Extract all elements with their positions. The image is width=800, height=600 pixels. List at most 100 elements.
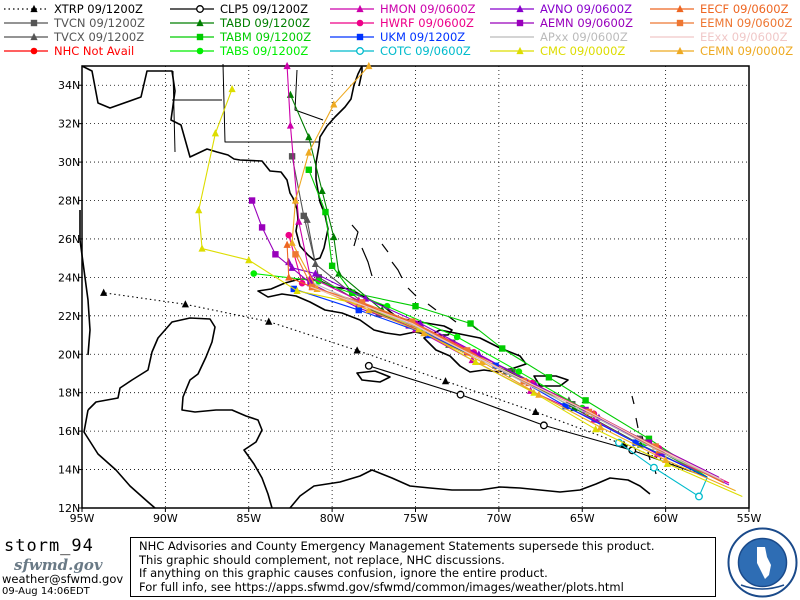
legend-label: TVCN 09/1200Z bbox=[54, 16, 145, 30]
track-tabd bbox=[286, 90, 708, 478]
track-point-tvcn bbox=[315, 274, 322, 281]
legend-marker bbox=[676, 4, 684, 13]
track-point-avno bbox=[311, 269, 320, 277]
track-point-tabd bbox=[305, 133, 313, 141]
track-point-clp5 bbox=[456, 390, 465, 399]
track-line-xtrp bbox=[103, 292, 708, 478]
legend-entry: NHC Not Avail bbox=[0, 44, 158, 58]
track-point-tabm bbox=[328, 262, 336, 270]
lat-tick-label: 26N bbox=[58, 233, 80, 246]
lat-tick-label: 30N bbox=[58, 156, 80, 169]
legend-symbol bbox=[170, 18, 214, 27]
track-point-eecf bbox=[283, 240, 291, 248]
hispaniola bbox=[423, 329, 527, 373]
track-point-tvcn bbox=[288, 153, 296, 160]
track-point-xtrp bbox=[441, 377, 450, 385]
track-hmon bbox=[283, 61, 730, 484]
legend-label: APxx 09/0600Z bbox=[540, 30, 628, 44]
legend-symbol bbox=[330, 4, 374, 13]
track-eemn bbox=[292, 251, 723, 482]
legend-marker bbox=[516, 19, 524, 27]
legend-entry: AVNO 09/0600Z bbox=[486, 2, 644, 16]
track-tabm bbox=[305, 166, 708, 478]
legend-entry: TABM 09/1200Z bbox=[166, 30, 324, 44]
track-point-cmc bbox=[195, 206, 203, 214]
legend-entry: TVCX 09/1200Z bbox=[0, 30, 158, 44]
track-hwrf bbox=[285, 231, 730, 484]
lesser-antilles bbox=[631, 395, 657, 475]
us-gulf-and-florida-coast bbox=[81, 65, 363, 261]
legend-entry: CLP5 09/1200Z bbox=[166, 2, 324, 16]
legend-marker bbox=[356, 33, 364, 41]
track-point-tabm bbox=[348, 289, 356, 296]
track-point-hmon bbox=[295, 217, 303, 225]
track-point-clp5 bbox=[364, 361, 373, 370]
axis-tick-labels: 12N 14N 16N 18N 20N 22N 24N 26N 28N 30N 32N 34N 95W 9… bbox=[58, 79, 762, 525]
track-point-cmc bbox=[198, 244, 206, 252]
track-tvcn bbox=[288, 153, 708, 478]
sfwmd-seal-logo bbox=[727, 527, 798, 598]
disclaimer-line: NHC Advisories and County Emergency Mana… bbox=[139, 539, 655, 553]
legend-label: AEMN 09/0600Z bbox=[540, 16, 633, 30]
track-point-tabd bbox=[335, 269, 343, 277]
legend-entry: EExx 09/0600Z bbox=[646, 30, 800, 44]
sfwmd-logo: sfwmd.gov bbox=[14, 556, 103, 574]
track-point-cmc bbox=[228, 84, 236, 93]
legend-symbol bbox=[490, 36, 534, 38]
legend-marker bbox=[30, 19, 38, 27]
track-point-tvcx bbox=[303, 215, 311, 223]
track-point-tabm bbox=[645, 435, 653, 443]
track-point-cmc bbox=[245, 255, 253, 264]
track-aemn bbox=[248, 197, 720, 478]
legend-entry: AEMN 09/0600Z bbox=[486, 16, 644, 30]
legend-marker bbox=[30, 47, 38, 55]
lon-tick-label: 95W bbox=[70, 512, 95, 525]
lat-tick-label: 22N bbox=[58, 310, 80, 323]
storm-name: storm_94 bbox=[4, 536, 94, 556]
legend-symbol bbox=[490, 4, 534, 13]
legend-label: CEMN 09/0000Z bbox=[700, 44, 794, 58]
legend-marker bbox=[196, 47, 204, 55]
track-point-cemn bbox=[365, 305, 373, 314]
track-point-eemn bbox=[463, 347, 471, 354]
legend-marker bbox=[516, 46, 524, 55]
track-point-cemn bbox=[662, 455, 670, 464]
track-point-cemn bbox=[305, 148, 313, 156]
legend-symbol bbox=[170, 5, 214, 13]
legend-marker bbox=[676, 19, 684, 27]
track-line-eexx bbox=[310, 286, 721, 480]
track-point-eemn bbox=[520, 377, 528, 385]
track-point-ukm bbox=[562, 402, 569, 410]
track-point-cotc bbox=[650, 463, 658, 472]
legend-marker bbox=[30, 4, 38, 13]
track-point-xtrp bbox=[353, 346, 361, 354]
lon-tick-label: 65W bbox=[570, 512, 595, 525]
track-point-cmc bbox=[211, 129, 219, 137]
lat-tick-label: 34N bbox=[58, 79, 80, 92]
track-point-aemn bbox=[248, 197, 256, 204]
legend-entry: HMON 09/0600Z bbox=[326, 2, 484, 16]
track-point-tabd bbox=[318, 186, 326, 195]
legend-marker bbox=[516, 4, 524, 13]
track-point-tabs bbox=[453, 333, 461, 341]
track-xtrp bbox=[100, 288, 708, 478]
land-outlines bbox=[79, 63, 657, 509]
track-point-cemn bbox=[478, 357, 486, 366]
legend-marker bbox=[196, 18, 204, 27]
legend-symbol bbox=[330, 19, 374, 27]
legend-symbol bbox=[650, 4, 694, 13]
track-point-cemn bbox=[365, 61, 373, 70]
track-point-cemn bbox=[330, 100, 338, 108]
puerto-rico bbox=[533, 375, 569, 387]
legend-symbol bbox=[650, 19, 694, 27]
lon-tick-label: 85W bbox=[236, 512, 261, 525]
legend-label: UKM 09/1200Z bbox=[380, 30, 466, 44]
track-point-cmc bbox=[471, 357, 480, 366]
track-point-xtrp bbox=[265, 317, 273, 325]
legend-marker bbox=[30, 32, 38, 41]
track-point-tabm bbox=[467, 320, 474, 327]
legend-entry: TABD 09/1200Z bbox=[166, 16, 324, 30]
disclaimer-box: NHC Advisories and County Emergency Mana… bbox=[130, 537, 716, 597]
track-eexx bbox=[310, 286, 721, 480]
legend-marker bbox=[356, 4, 364, 13]
